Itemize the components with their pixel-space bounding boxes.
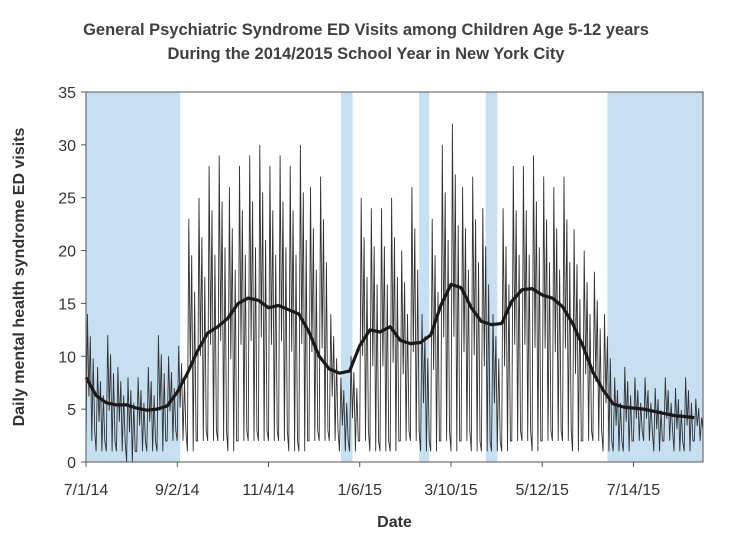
x-tick-label: 7/1/14 <box>64 482 109 499</box>
y-tick-label: 20 <box>58 244 76 261</box>
x-axis-label: Date <box>377 514 412 531</box>
x-tick-label: 11/4/14 <box>242 482 294 499</box>
y-tick-label: 15 <box>58 296 76 313</box>
y-tick-label: 5 <box>67 402 76 419</box>
non-school-period-shade <box>419 92 430 462</box>
plot-frame <box>85 91 704 463</box>
chart-subtitle: During the 2014/2015 School Year in New … <box>167 45 565 63</box>
x-tick-label: 1/6/15 <box>337 482 382 499</box>
x-tick-label: 3/10/15 <box>424 482 477 499</box>
y-axis-label: Daily mental health syndrome ED visits <box>11 128 28 427</box>
chart-title: General Psychiatric Syndrome ED Visits a… <box>83 21 649 39</box>
x-tick-label: 5/12/15 <box>516 482 569 499</box>
non-school-period-shade <box>485 92 498 462</box>
y-tick-label: 25 <box>58 191 76 208</box>
y-tick-label: 0 <box>67 455 76 472</box>
y-tick-label: 30 <box>58 138 76 155</box>
x-tick-label: 9/2/14 <box>155 482 200 499</box>
daily-visits-line <box>85 123 704 463</box>
y-tick-label: 10 <box>58 349 76 366</box>
non-school-period-shade <box>340 92 353 462</box>
y-tick-label: 35 <box>58 85 76 102</box>
x-tick-label: 7/14/15 <box>607 482 660 499</box>
smoothed-trend-line <box>84 282 695 420</box>
chart-title-block: General Psychiatric Syndrome ED Visits a… <box>0 18 732 66</box>
